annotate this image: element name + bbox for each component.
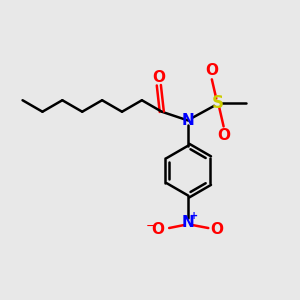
Text: +: + [190, 211, 198, 221]
Text: S: S [212, 94, 224, 112]
Text: O: O [211, 222, 224, 237]
Text: O: O [217, 128, 230, 143]
Text: O: O [152, 222, 165, 237]
Text: N: N [182, 113, 195, 128]
Text: N: N [182, 214, 195, 230]
Text: O: O [205, 63, 218, 78]
Text: O: O [152, 70, 165, 86]
Text: −: − [145, 220, 156, 233]
